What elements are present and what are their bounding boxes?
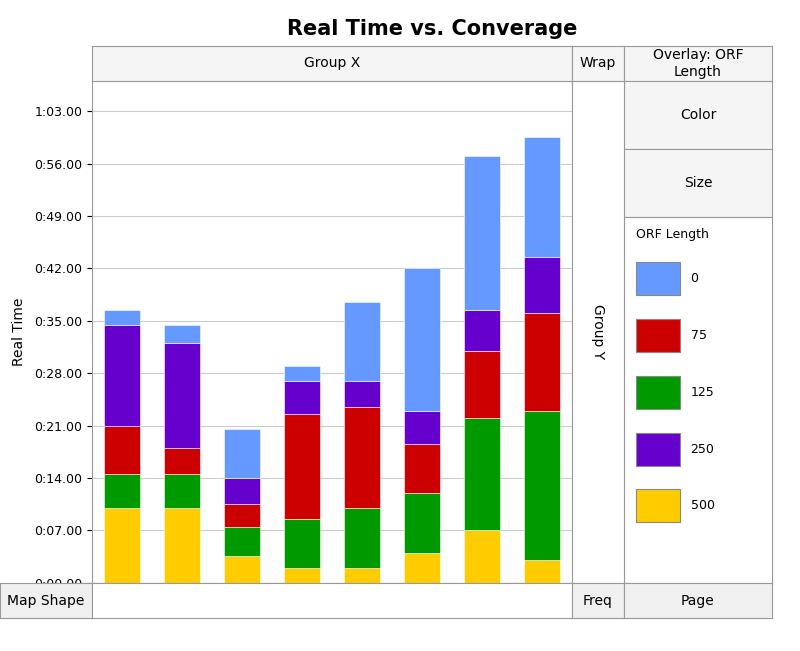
Bar <box>404 444 440 493</box>
Bar <box>164 448 200 474</box>
Bar <box>524 561 560 583</box>
Bar <box>344 381 380 407</box>
Bar <box>344 508 380 568</box>
Text: Page: Page <box>681 594 715 607</box>
Text: Map Shape: Map Shape <box>7 594 85 607</box>
Bar <box>104 325 140 426</box>
Bar <box>464 351 500 418</box>
Bar <box>524 411 560 561</box>
Bar <box>404 553 440 583</box>
Bar <box>104 474 140 508</box>
Text: Overlay: ORF
Length: Overlay: ORF Length <box>653 48 743 79</box>
Bar <box>224 429 260 478</box>
Bar <box>344 407 380 508</box>
Bar <box>524 257 560 313</box>
Bar <box>284 519 320 568</box>
Bar <box>524 313 560 411</box>
Text: Real Time vs. Converage: Real Time vs. Converage <box>287 20 577 39</box>
Bar <box>164 343 200 448</box>
Text: 0: 0 <box>690 272 698 285</box>
Text: 75: 75 <box>690 329 706 342</box>
Text: 500: 500 <box>690 499 714 512</box>
Bar <box>636 490 680 522</box>
Bar <box>464 156 500 310</box>
Bar <box>464 531 500 583</box>
Bar <box>104 508 140 583</box>
Bar <box>104 310 140 325</box>
Text: 250: 250 <box>690 443 714 456</box>
Bar <box>404 493 440 553</box>
Bar <box>404 411 440 444</box>
Bar <box>636 376 680 409</box>
Bar <box>404 268 440 411</box>
Bar <box>224 557 260 583</box>
Text: Group Y: Group Y <box>591 305 605 359</box>
Bar <box>164 325 200 343</box>
Text: Size: Size <box>684 176 712 190</box>
Bar <box>464 310 500 351</box>
Bar <box>636 319 680 352</box>
Bar <box>284 414 320 519</box>
Bar <box>224 478 260 504</box>
Bar <box>104 426 140 474</box>
Text: ORF Length: ORF Length <box>636 228 709 241</box>
Bar <box>344 568 380 583</box>
Bar <box>636 262 680 296</box>
Bar <box>224 504 260 527</box>
Text: Freq: Freq <box>583 594 613 607</box>
Bar <box>164 508 200 583</box>
Bar <box>284 568 320 583</box>
Bar <box>284 366 320 381</box>
Bar <box>224 527 260 557</box>
Text: 125: 125 <box>690 386 714 399</box>
Bar <box>164 474 200 508</box>
Text: Wrap: Wrap <box>580 57 616 70</box>
Bar <box>636 433 680 465</box>
Bar <box>284 381 320 414</box>
Text: Group X: Group X <box>304 57 360 70</box>
Bar <box>524 137 560 257</box>
Bar <box>464 418 500 531</box>
Y-axis label: Real Time: Real Time <box>12 298 26 367</box>
Text: Color: Color <box>680 108 716 122</box>
Bar <box>344 302 380 381</box>
